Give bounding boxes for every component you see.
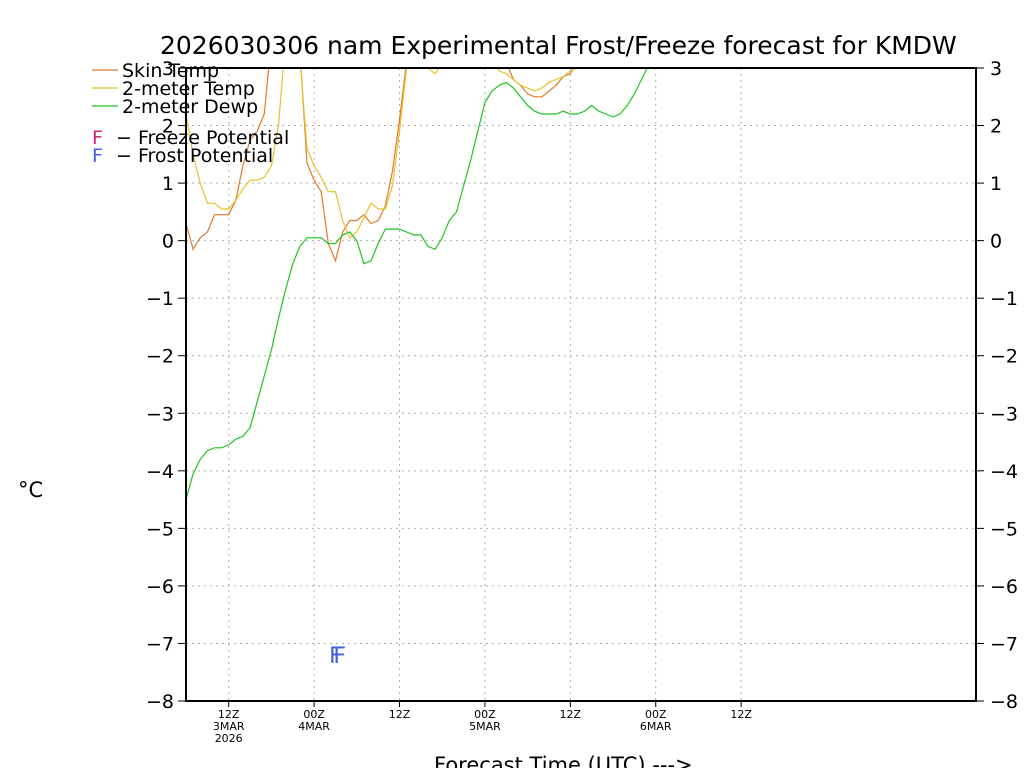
y-axis-label: °C — [18, 478, 43, 502]
y-tick-label-left: −3 — [146, 403, 174, 425]
y-tick-label-left: −4 — [146, 461, 174, 483]
x-tick-label: 6MAR — [640, 720, 672, 733]
y-tick-label-right: −4 — [990, 461, 1018, 483]
y-tick-label-right: −6 — [990, 576, 1018, 598]
y-tick-label-right: 0 — [990, 231, 1002, 253]
chart-title: 2026030306 nam Experimental Frost/Freeze… — [160, 31, 957, 60]
y-tick-label-left: 0 — [162, 231, 174, 253]
x-tick-label: 3MAR — [213, 720, 245, 733]
x-tick-label: 4MAR — [298, 720, 330, 733]
x-tick-label: 2026 — [215, 732, 243, 745]
grid — [186, 68, 976, 701]
frost-markers: FF — [329, 644, 346, 669]
y-tick-label-right: −5 — [990, 518, 1018, 540]
x-tick-label: 12Z — [218, 708, 240, 721]
y-tick-label-right: −8 — [990, 691, 1018, 713]
y-tick-label-right: −7 — [990, 633, 1018, 655]
legend-entry: 2-meter Dewp — [122, 96, 258, 118]
legend-entry: 2-meter Temp — [122, 78, 255, 100]
x-tick-label: 12Z — [560, 708, 582, 721]
legend-flag-text: − Freeze Potential — [116, 127, 289, 149]
y-axis-right: −8 −7 −6 −5 −4 −3 −2 −1 0 1 2 3 — [976, 58, 1018, 713]
frost-marker: F — [333, 644, 346, 669]
legend-flag-letter: F — [92, 145, 103, 167]
y-tick-label-right: −2 — [990, 346, 1018, 368]
series-layer — [186, 68, 648, 500]
legend-flag-text: − Frost Potential — [116, 145, 273, 167]
x-axis-label: Forecast Time (UTC) ---> — [434, 753, 693, 768]
y-tick-label-right: −1 — [990, 288, 1018, 310]
y-tick-label-left: 1 — [162, 173, 174, 195]
legend-entry: Skin Temp — [122, 60, 219, 82]
plot-frame — [185, 67, 977, 702]
y-tick-label-right: −3 — [990, 403, 1018, 425]
legend-flag-letter: F — [92, 127, 103, 149]
x-tick-label: 5MAR — [469, 720, 501, 733]
y-tick-label-left: −7 — [146, 633, 174, 655]
y-tick-label-right: 1 — [990, 173, 1002, 195]
y-tick-label-left: −8 — [146, 691, 174, 713]
frost-marker: F — [329, 644, 342, 669]
y-tick-label-left: −5 — [146, 518, 174, 540]
series-line-2-meter-temp — [186, 68, 580, 239]
series-line-2-meter-dewp — [186, 68, 648, 500]
y-tick-label-right: 3 — [990, 58, 1002, 80]
x-tick-label: 12Z — [730, 708, 752, 721]
y-axis-left: −8 −7 −6 −5 −4 −3 −2 −1 0 1 2 3 — [146, 58, 186, 713]
x-tick-label: 00Z — [474, 708, 496, 721]
y-tick-label-left: −1 — [146, 288, 174, 310]
x-tick-label: 12Z — [389, 708, 411, 721]
y-tick-label-left: 3 — [162, 58, 174, 80]
series-line-skin-temp — [186, 68, 575, 263]
x-tick-label: 00Z — [303, 708, 325, 721]
x-tick-label: 00Z — [645, 708, 667, 721]
y-tick-label-left: −6 — [146, 576, 174, 598]
y-tick-label-left: −2 — [146, 346, 174, 368]
y-tick-label-left: 2 — [162, 116, 174, 138]
y-tick-label-right: 2 — [990, 116, 1002, 138]
